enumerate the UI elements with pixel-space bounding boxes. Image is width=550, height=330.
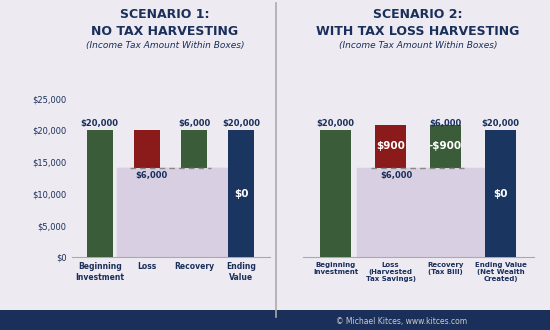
Text: -$900: -$900 — [429, 142, 462, 151]
Bar — [375, 124, 406, 168]
Bar — [430, 130, 461, 257]
Bar — [118, 168, 241, 257]
Text: $20,000: $20,000 — [222, 119, 260, 128]
Bar — [181, 130, 207, 168]
Text: SCENARIO 2:: SCENARIO 2: — [373, 8, 463, 21]
Bar — [430, 124, 461, 168]
Text: $0: $0 — [234, 189, 249, 199]
Bar — [228, 130, 254, 257]
Bar — [134, 130, 160, 257]
Text: $20,000: $20,000 — [481, 119, 520, 128]
Text: $900: $900 — [376, 142, 405, 151]
Bar — [87, 130, 113, 257]
Text: WITH TAX LOSS HARVESTING: WITH TAX LOSS HARVESTING — [316, 25, 520, 38]
Text: (Income Tax Amount Within Boxes): (Income Tax Amount Within Boxes) — [86, 41, 244, 50]
Text: $6,000: $6,000 — [380, 171, 412, 180]
Text: (Income Tax Amount Within Boxes): (Income Tax Amount Within Boxes) — [339, 41, 497, 50]
Bar — [485, 130, 516, 257]
Bar — [375, 130, 406, 257]
Text: $20,000: $20,000 — [316, 119, 355, 128]
Bar — [320, 130, 351, 257]
Text: $6,000: $6,000 — [135, 171, 168, 180]
Text: $6,000: $6,000 — [430, 119, 461, 128]
Text: SCENARIO 1:: SCENARIO 1: — [120, 8, 210, 21]
Bar — [118, 168, 225, 257]
Text: $6,000: $6,000 — [178, 119, 210, 128]
Text: © Michael Kitces, www.kitces.com: © Michael Kitces, www.kitces.com — [336, 317, 467, 326]
Text: $0: $0 — [493, 189, 508, 199]
Text: $20,000: $20,000 — [81, 119, 119, 128]
Bar — [134, 130, 160, 168]
Text: NO TAX HARVESTING: NO TAX HARVESTING — [91, 25, 239, 38]
Bar — [358, 168, 500, 257]
Bar — [181, 130, 207, 257]
